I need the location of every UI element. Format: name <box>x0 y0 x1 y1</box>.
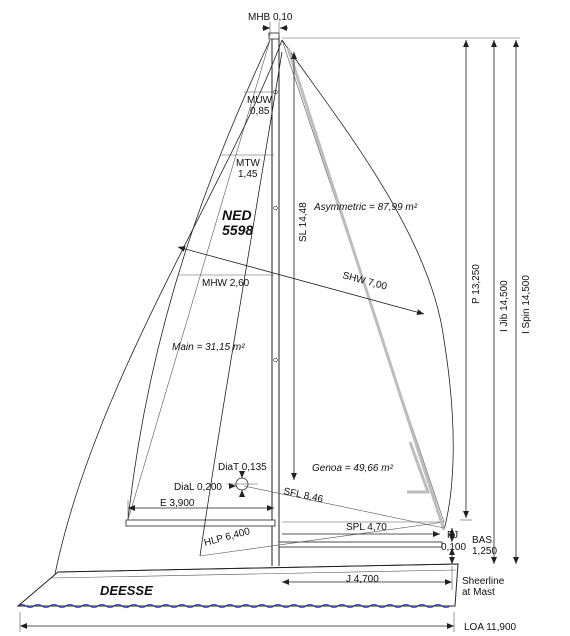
label-mtw: MTW <box>236 158 260 169</box>
label-genoa-area: Genoa = 49,66 m² <box>312 463 394 474</box>
label-dial: DiaL 0,200 <box>174 482 222 493</box>
label-mtw-value: 1,45 <box>238 169 258 180</box>
label-i-spin: I Spin 14,500 <box>521 275 532 334</box>
label-loa: LOA 11,900 <box>464 622 517 633</box>
label-hlp: HLP 6,400 <box>203 526 252 549</box>
spinnaker-luff <box>286 47 446 531</box>
label-muw: MUW <box>247 95 273 106</box>
label-bas-value: 1,250 <box>472 546 497 557</box>
label-mhw: MHW 2,60 <box>202 278 250 289</box>
label-fj: FJ <box>447 530 458 541</box>
boat-name: DEESSE <box>100 583 153 598</box>
boom <box>125 519 276 527</box>
genoa <box>199 39 445 557</box>
label-i-jib: I Jib 14,500 <box>499 280 510 332</box>
label-sl: SL 14,48 <box>298 202 309 242</box>
label-bas: BAS <box>472 535 492 546</box>
label-spl: SPL 4,70 <box>346 522 387 533</box>
dimension-lines <box>19 22 520 632</box>
label-main-area: Main = 31,15 m² <box>172 342 245 353</box>
diamond-detail <box>226 471 258 497</box>
label-fj-value: 0,100 <box>441 542 466 553</box>
label-sheerline-1: Sheerline <box>462 576 505 587</box>
label-sheerline-2: at Mast <box>462 587 495 598</box>
label-mhb: MHB 0,10 <box>248 12 293 23</box>
spinnaker <box>54 39 454 575</box>
sail-number-line1: NED <box>222 207 252 223</box>
label-asymmetric-area: Asymmetric = 87,99 m² <box>313 202 418 213</box>
label-diat: DiaT 0,135 <box>218 462 267 473</box>
bowsprit <box>278 541 443 548</box>
hull <box>16 563 459 607</box>
label-e: E 3,900 <box>160 498 195 509</box>
label-p: P 13,250 <box>471 264 482 304</box>
mast <box>268 32 280 566</box>
label-muw-value: 0,85 <box>250 106 270 117</box>
label-j: J 4,700 <box>346 574 379 585</box>
label-sfl: SFL 8,46 <box>282 486 324 505</box>
sail-number-line2: 5598 <box>222 222 253 238</box>
